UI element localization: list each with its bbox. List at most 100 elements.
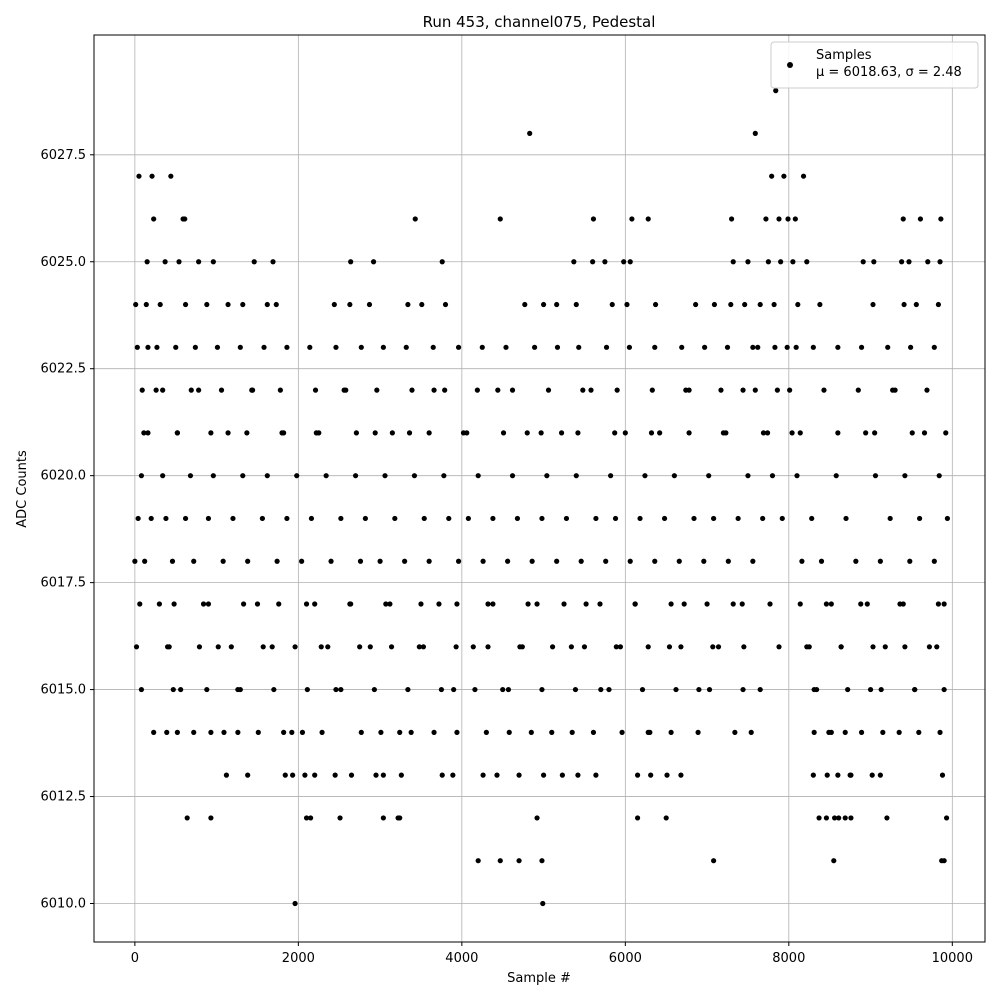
data-point [192, 344, 198, 350]
x-tick-label: 8000 [772, 951, 805, 966]
data-point [485, 644, 491, 650]
data-point [319, 729, 325, 735]
data-point [752, 387, 758, 393]
data-point [817, 301, 823, 308]
data-point [608, 473, 614, 479]
data-point [474, 387, 480, 393]
data-point [776, 216, 782, 222]
data-point [412, 216, 418, 222]
data-point [357, 558, 364, 564]
data-point [138, 686, 145, 693]
data-point [559, 772, 565, 778]
data-point [383, 601, 389, 607]
data-point [303, 815, 310, 821]
data-point [397, 729, 403, 735]
data-point [757, 301, 763, 308]
data-point [938, 216, 944, 222]
data-point [196, 644, 203, 650]
data-point [645, 729, 651, 735]
data-point [824, 772, 830, 778]
data-point [353, 430, 359, 436]
data-point [358, 729, 364, 735]
data-point [149, 173, 155, 179]
data-point [525, 601, 531, 607]
data-point [505, 686, 512, 693]
data-point [538, 430, 544, 436]
data-point [811, 686, 817, 693]
data-point [151, 216, 157, 222]
data-point [328, 558, 334, 564]
data-point [627, 259, 633, 265]
data-point [779, 515, 785, 522]
data-point [568, 644, 574, 650]
data-point [598, 686, 604, 693]
data-point [259, 515, 265, 522]
data-point [916, 729, 922, 735]
y-tick-label: 6015.0 [41, 683, 87, 698]
data-point [136, 173, 142, 179]
data-point [666, 644, 673, 650]
data-point [842, 729, 848, 735]
x-tick-label: 6000 [609, 951, 642, 966]
data-point [182, 301, 189, 308]
data-point [273, 301, 279, 308]
data-point [453, 644, 459, 650]
data-point [145, 430, 151, 436]
data-point [704, 601, 710, 607]
data-point [693, 301, 699, 308]
data-point [380, 772, 386, 778]
data-point [416, 644, 422, 650]
data-point [405, 686, 411, 693]
data-point [357, 644, 363, 650]
data-point [540, 900, 546, 907]
data-point [475, 473, 481, 479]
plot-frame [93, 34, 986, 943]
data-point [455, 344, 462, 350]
data-point [730, 601, 736, 607]
y-tick-label: 6025.0 [41, 255, 87, 270]
data-point [614, 387, 620, 393]
data-point [590, 216, 597, 222]
data-point [220, 558, 226, 564]
data-point [282, 772, 288, 778]
data-point [196, 387, 202, 393]
data-point [742, 301, 748, 308]
data-point [561, 601, 567, 607]
data-point [261, 344, 267, 350]
data-point [858, 729, 865, 735]
data-point [769, 173, 775, 179]
data-point [757, 686, 763, 693]
data-point [648, 772, 654, 778]
data-point [908, 344, 914, 350]
data-point [544, 473, 550, 479]
y-tick-label: 6020.0 [41, 469, 87, 484]
data-point [208, 815, 214, 821]
data-point [208, 430, 214, 436]
data-point [406, 430, 413, 436]
data-point [182, 216, 188, 222]
data-point [826, 729, 832, 735]
data-point [941, 686, 947, 693]
data-point [228, 644, 234, 650]
data-point [221, 729, 227, 735]
data-point [539, 858, 545, 864]
data-point [269, 644, 275, 650]
data-point [634, 772, 641, 778]
data-point [816, 815, 822, 821]
data-point [823, 601, 830, 607]
data-point [622, 430, 628, 436]
data-point [479, 344, 485, 350]
data-point [333, 344, 339, 350]
data-point [728, 216, 735, 222]
data-point [244, 430, 250, 436]
data-point [794, 473, 800, 479]
data-point [793, 344, 799, 350]
data-point [603, 344, 610, 350]
data-point [451, 686, 457, 693]
data-point [411, 473, 418, 479]
data-point [352, 473, 359, 479]
data-point [580, 387, 586, 393]
data-point [899, 259, 905, 265]
data-point [534, 815, 540, 821]
data-point [205, 601, 212, 607]
